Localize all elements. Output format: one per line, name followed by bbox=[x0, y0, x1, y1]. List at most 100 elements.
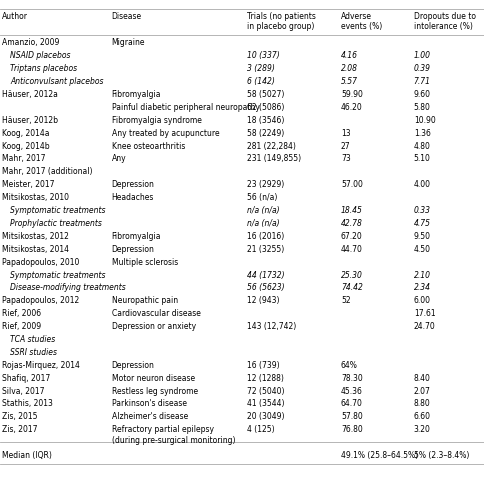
Text: Refractory partial epilepsy
(during pre-surgical monitoring): Refractory partial epilepsy (during pre-… bbox=[111, 424, 235, 444]
Text: 8.40: 8.40 bbox=[413, 373, 430, 382]
Text: 74.42: 74.42 bbox=[340, 283, 362, 292]
Text: 1.36: 1.36 bbox=[413, 129, 430, 137]
Text: 78.30: 78.30 bbox=[340, 373, 362, 382]
Text: 5.57: 5.57 bbox=[340, 77, 357, 86]
Text: 18.45: 18.45 bbox=[340, 205, 362, 215]
Text: 3 (289): 3 (289) bbox=[247, 64, 274, 73]
Text: Stathis, 2013: Stathis, 2013 bbox=[2, 398, 53, 408]
Text: n/a (n/a): n/a (n/a) bbox=[247, 205, 279, 215]
Text: Any: Any bbox=[111, 154, 126, 163]
Text: 42.78: 42.78 bbox=[340, 218, 362, 228]
Text: 5.80: 5.80 bbox=[413, 103, 430, 112]
Text: 6.60: 6.60 bbox=[413, 411, 430, 420]
Text: 24.70: 24.70 bbox=[413, 322, 435, 330]
Text: Depression: Depression bbox=[111, 244, 154, 253]
Text: Motor neuron disease: Motor neuron disease bbox=[111, 373, 194, 382]
Text: 231 (149,855): 231 (149,855) bbox=[247, 154, 301, 163]
Text: Häuser, 2012b: Häuser, 2012b bbox=[2, 116, 58, 125]
Text: 17.61: 17.61 bbox=[413, 309, 435, 318]
Text: 9.50: 9.50 bbox=[413, 231, 430, 240]
Text: 0.39: 0.39 bbox=[413, 64, 430, 73]
Text: Rojas-Mirquez, 2014: Rojas-Mirquez, 2014 bbox=[2, 360, 80, 369]
Text: Amanzio, 2009: Amanzio, 2009 bbox=[2, 38, 60, 48]
Text: Zis, 2015: Zis, 2015 bbox=[2, 411, 38, 420]
Text: 4 (125): 4 (125) bbox=[247, 424, 274, 433]
Text: 281 (22,284): 281 (22,284) bbox=[247, 141, 296, 150]
Text: Median (IQR): Median (IQR) bbox=[2, 450, 52, 459]
Text: Neuropathic pain: Neuropathic pain bbox=[111, 296, 177, 305]
Text: Dropouts due to
intolerance (%): Dropouts due to intolerance (%) bbox=[413, 12, 475, 31]
Text: 41 (3544): 41 (3544) bbox=[247, 398, 284, 408]
Text: 56 (5623): 56 (5623) bbox=[247, 283, 285, 292]
Text: Triptans placebos: Triptans placebos bbox=[10, 64, 77, 73]
Text: 73: 73 bbox=[340, 154, 350, 163]
Text: 20 (3049): 20 (3049) bbox=[247, 411, 284, 420]
Text: Koog, 2014a: Koog, 2014a bbox=[2, 129, 50, 137]
Text: Multiple sclerosis: Multiple sclerosis bbox=[111, 257, 178, 266]
Text: Depression or anxiety: Depression or anxiety bbox=[111, 322, 195, 330]
Text: 45.36: 45.36 bbox=[340, 386, 362, 395]
Text: 62 (5086): 62 (5086) bbox=[247, 103, 284, 112]
Text: Cardiovascular disease: Cardiovascular disease bbox=[111, 309, 200, 318]
Text: 23 (2929): 23 (2929) bbox=[247, 180, 284, 189]
Text: 25.30: 25.30 bbox=[340, 270, 362, 279]
Text: Fibromyalgia syndrome: Fibromyalgia syndrome bbox=[111, 116, 201, 125]
Text: Anticonvulsant placebos: Anticonvulsant placebos bbox=[10, 77, 104, 86]
Text: Depression: Depression bbox=[111, 180, 154, 189]
Text: 16 (2016): 16 (2016) bbox=[247, 231, 284, 240]
Text: Fibromyalgia: Fibromyalgia bbox=[111, 231, 161, 240]
Text: Migraine: Migraine bbox=[111, 38, 145, 48]
Text: Adverse
events (%): Adverse events (%) bbox=[340, 12, 381, 31]
Text: 4.75: 4.75 bbox=[413, 218, 430, 228]
Text: Mitsikostas, 2010: Mitsikostas, 2010 bbox=[2, 193, 69, 202]
Text: Meister, 2017: Meister, 2017 bbox=[2, 180, 55, 189]
Text: Mahr, 2017 (additional): Mahr, 2017 (additional) bbox=[2, 167, 93, 176]
Text: Rief, 2009: Rief, 2009 bbox=[2, 322, 42, 330]
Text: 16 (739): 16 (739) bbox=[247, 360, 279, 369]
Text: 64.70: 64.70 bbox=[340, 398, 362, 408]
Text: Prophylactic treatments: Prophylactic treatments bbox=[10, 218, 102, 228]
Text: Knee osteoarthritis: Knee osteoarthritis bbox=[111, 141, 184, 150]
Text: 6 (142): 6 (142) bbox=[247, 77, 274, 86]
Text: SSRI studies: SSRI studies bbox=[10, 347, 57, 356]
Text: 2.10: 2.10 bbox=[413, 270, 430, 279]
Text: 4.16: 4.16 bbox=[340, 51, 357, 60]
Text: 27: 27 bbox=[340, 141, 350, 150]
Text: Fibromyalgia: Fibromyalgia bbox=[111, 90, 161, 99]
Text: 52: 52 bbox=[340, 296, 350, 305]
Text: 58 (5027): 58 (5027) bbox=[247, 90, 284, 99]
Text: Häuser, 2012a: Häuser, 2012a bbox=[2, 90, 58, 99]
Text: NSAID placebos: NSAID placebos bbox=[10, 51, 71, 60]
Text: Silva, 2017: Silva, 2017 bbox=[2, 386, 45, 395]
Text: Mitsikostas, 2014: Mitsikostas, 2014 bbox=[2, 244, 69, 253]
Text: 3.20: 3.20 bbox=[413, 424, 430, 433]
Text: 4.00: 4.00 bbox=[413, 180, 430, 189]
Text: Disease-modifying treatments: Disease-modifying treatments bbox=[10, 283, 126, 292]
Text: 58 (2249): 58 (2249) bbox=[247, 129, 284, 137]
Text: 9.60: 9.60 bbox=[413, 90, 430, 99]
Text: 13: 13 bbox=[340, 129, 350, 137]
Text: 2.07: 2.07 bbox=[413, 386, 430, 395]
Text: n/a (n/a): n/a (n/a) bbox=[247, 218, 279, 228]
Text: 2.08: 2.08 bbox=[340, 64, 357, 73]
Text: 44.70: 44.70 bbox=[340, 244, 362, 253]
Text: Zis, 2017: Zis, 2017 bbox=[2, 424, 38, 433]
Text: Mitsikostas, 2012: Mitsikostas, 2012 bbox=[2, 231, 69, 240]
Text: 49.1% (25.8–64.5%): 49.1% (25.8–64.5%) bbox=[340, 450, 417, 459]
Text: Disease: Disease bbox=[111, 12, 141, 21]
Text: 57.80: 57.80 bbox=[340, 411, 362, 420]
Text: 76.80: 76.80 bbox=[340, 424, 362, 433]
Text: Depression: Depression bbox=[111, 360, 154, 369]
Text: 64%: 64% bbox=[340, 360, 357, 369]
Text: 8.80: 8.80 bbox=[413, 398, 430, 408]
Text: Painful diabetic peripheral neuropathy: Painful diabetic peripheral neuropathy bbox=[111, 103, 259, 112]
Text: 10 (337): 10 (337) bbox=[247, 51, 280, 60]
Text: 5% (2.3–8.4%): 5% (2.3–8.4%) bbox=[413, 450, 468, 459]
Text: 10.90: 10.90 bbox=[413, 116, 435, 125]
Text: Papadopoulos, 2010: Papadopoulos, 2010 bbox=[2, 257, 80, 266]
Text: 46.20: 46.20 bbox=[340, 103, 362, 112]
Text: Trials (no patients
in placebo group): Trials (no patients in placebo group) bbox=[247, 12, 316, 31]
Text: 6.00: 6.00 bbox=[413, 296, 430, 305]
Text: Headaches: Headaches bbox=[111, 193, 153, 202]
Text: 12 (943): 12 (943) bbox=[247, 296, 279, 305]
